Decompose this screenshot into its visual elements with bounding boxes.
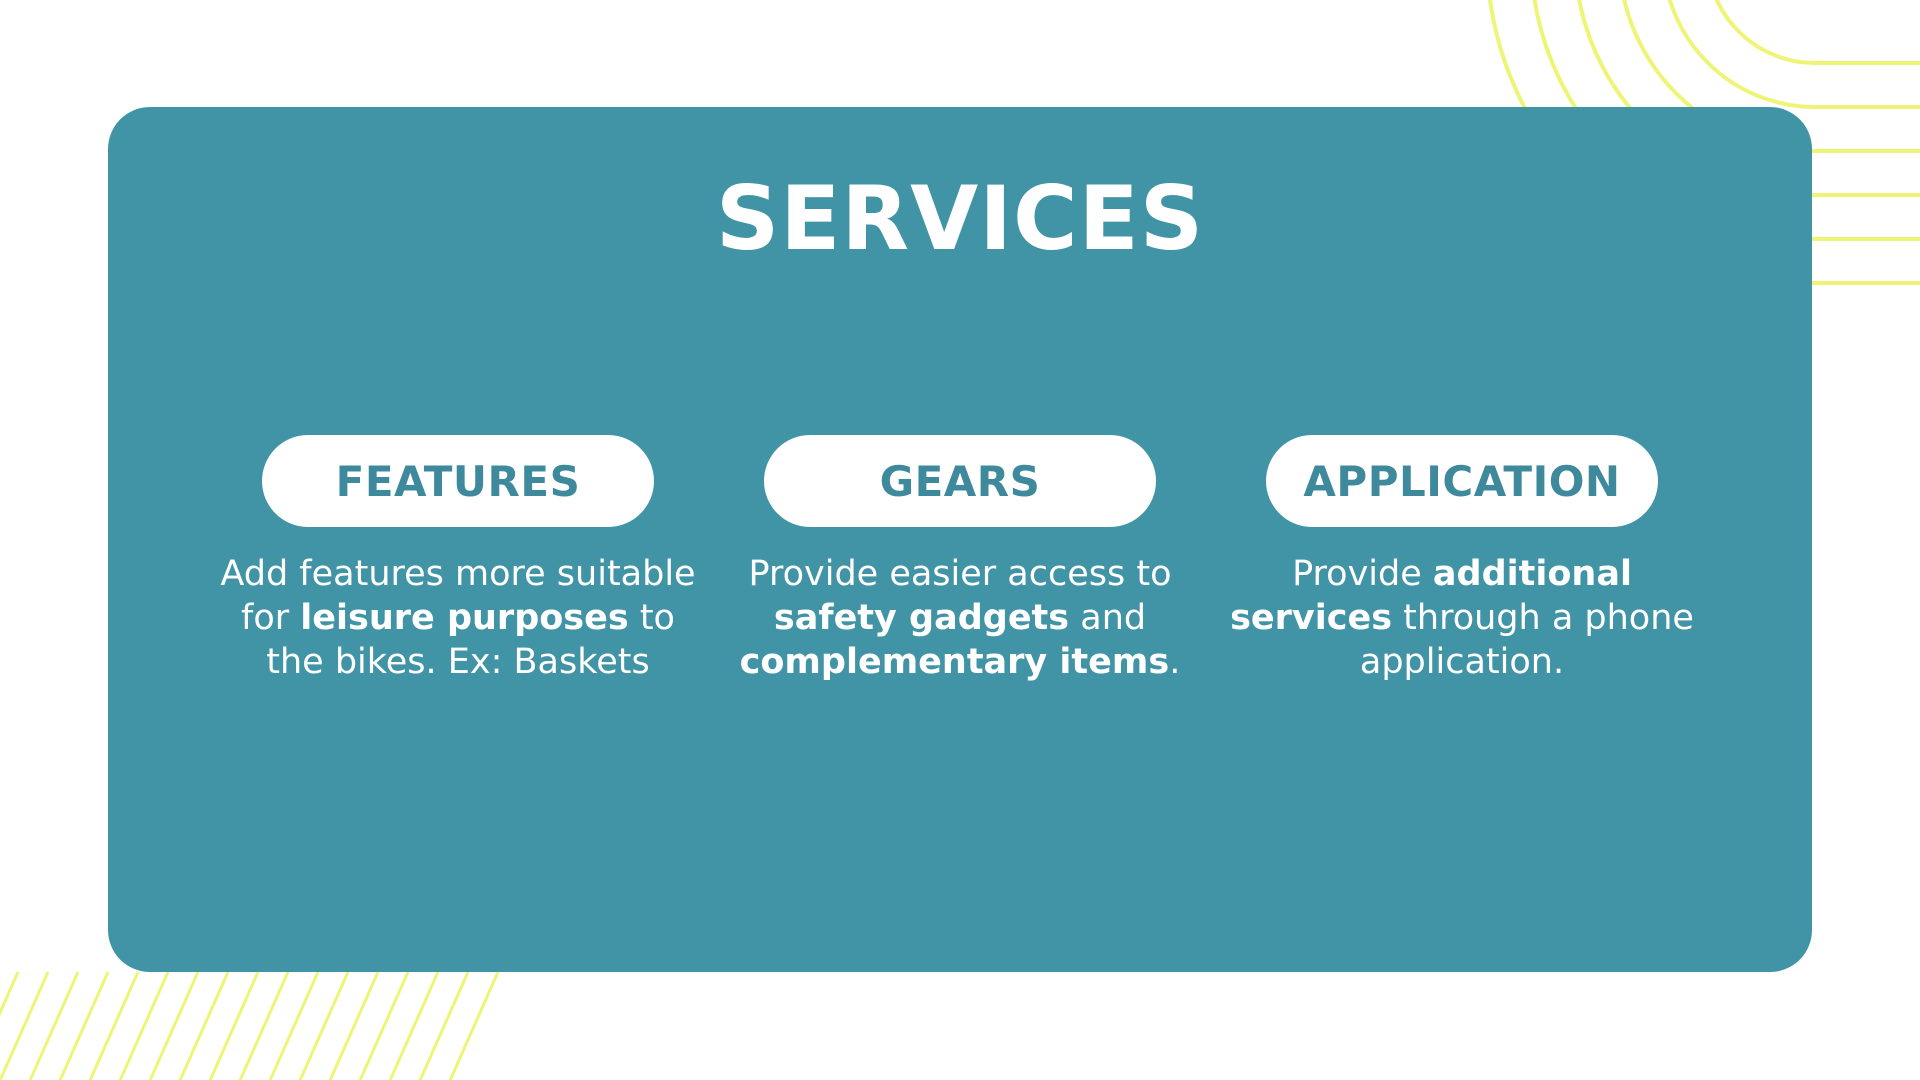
application-pill: APPLICATION	[1266, 435, 1658, 527]
features-description: Add features more suitable for leisure p…	[220, 554, 696, 682]
gears-description: Provide easier access to safety gadgets …	[739, 554, 1181, 682]
application-description: Provide additional services through a ph…	[1230, 554, 1694, 682]
services-card	[108, 107, 1812, 972]
slide-title: SERVICES	[715, 167, 1205, 270]
features-pill: FEATURES	[262, 435, 654, 527]
gears-pill: GEARS	[764, 435, 1156, 527]
